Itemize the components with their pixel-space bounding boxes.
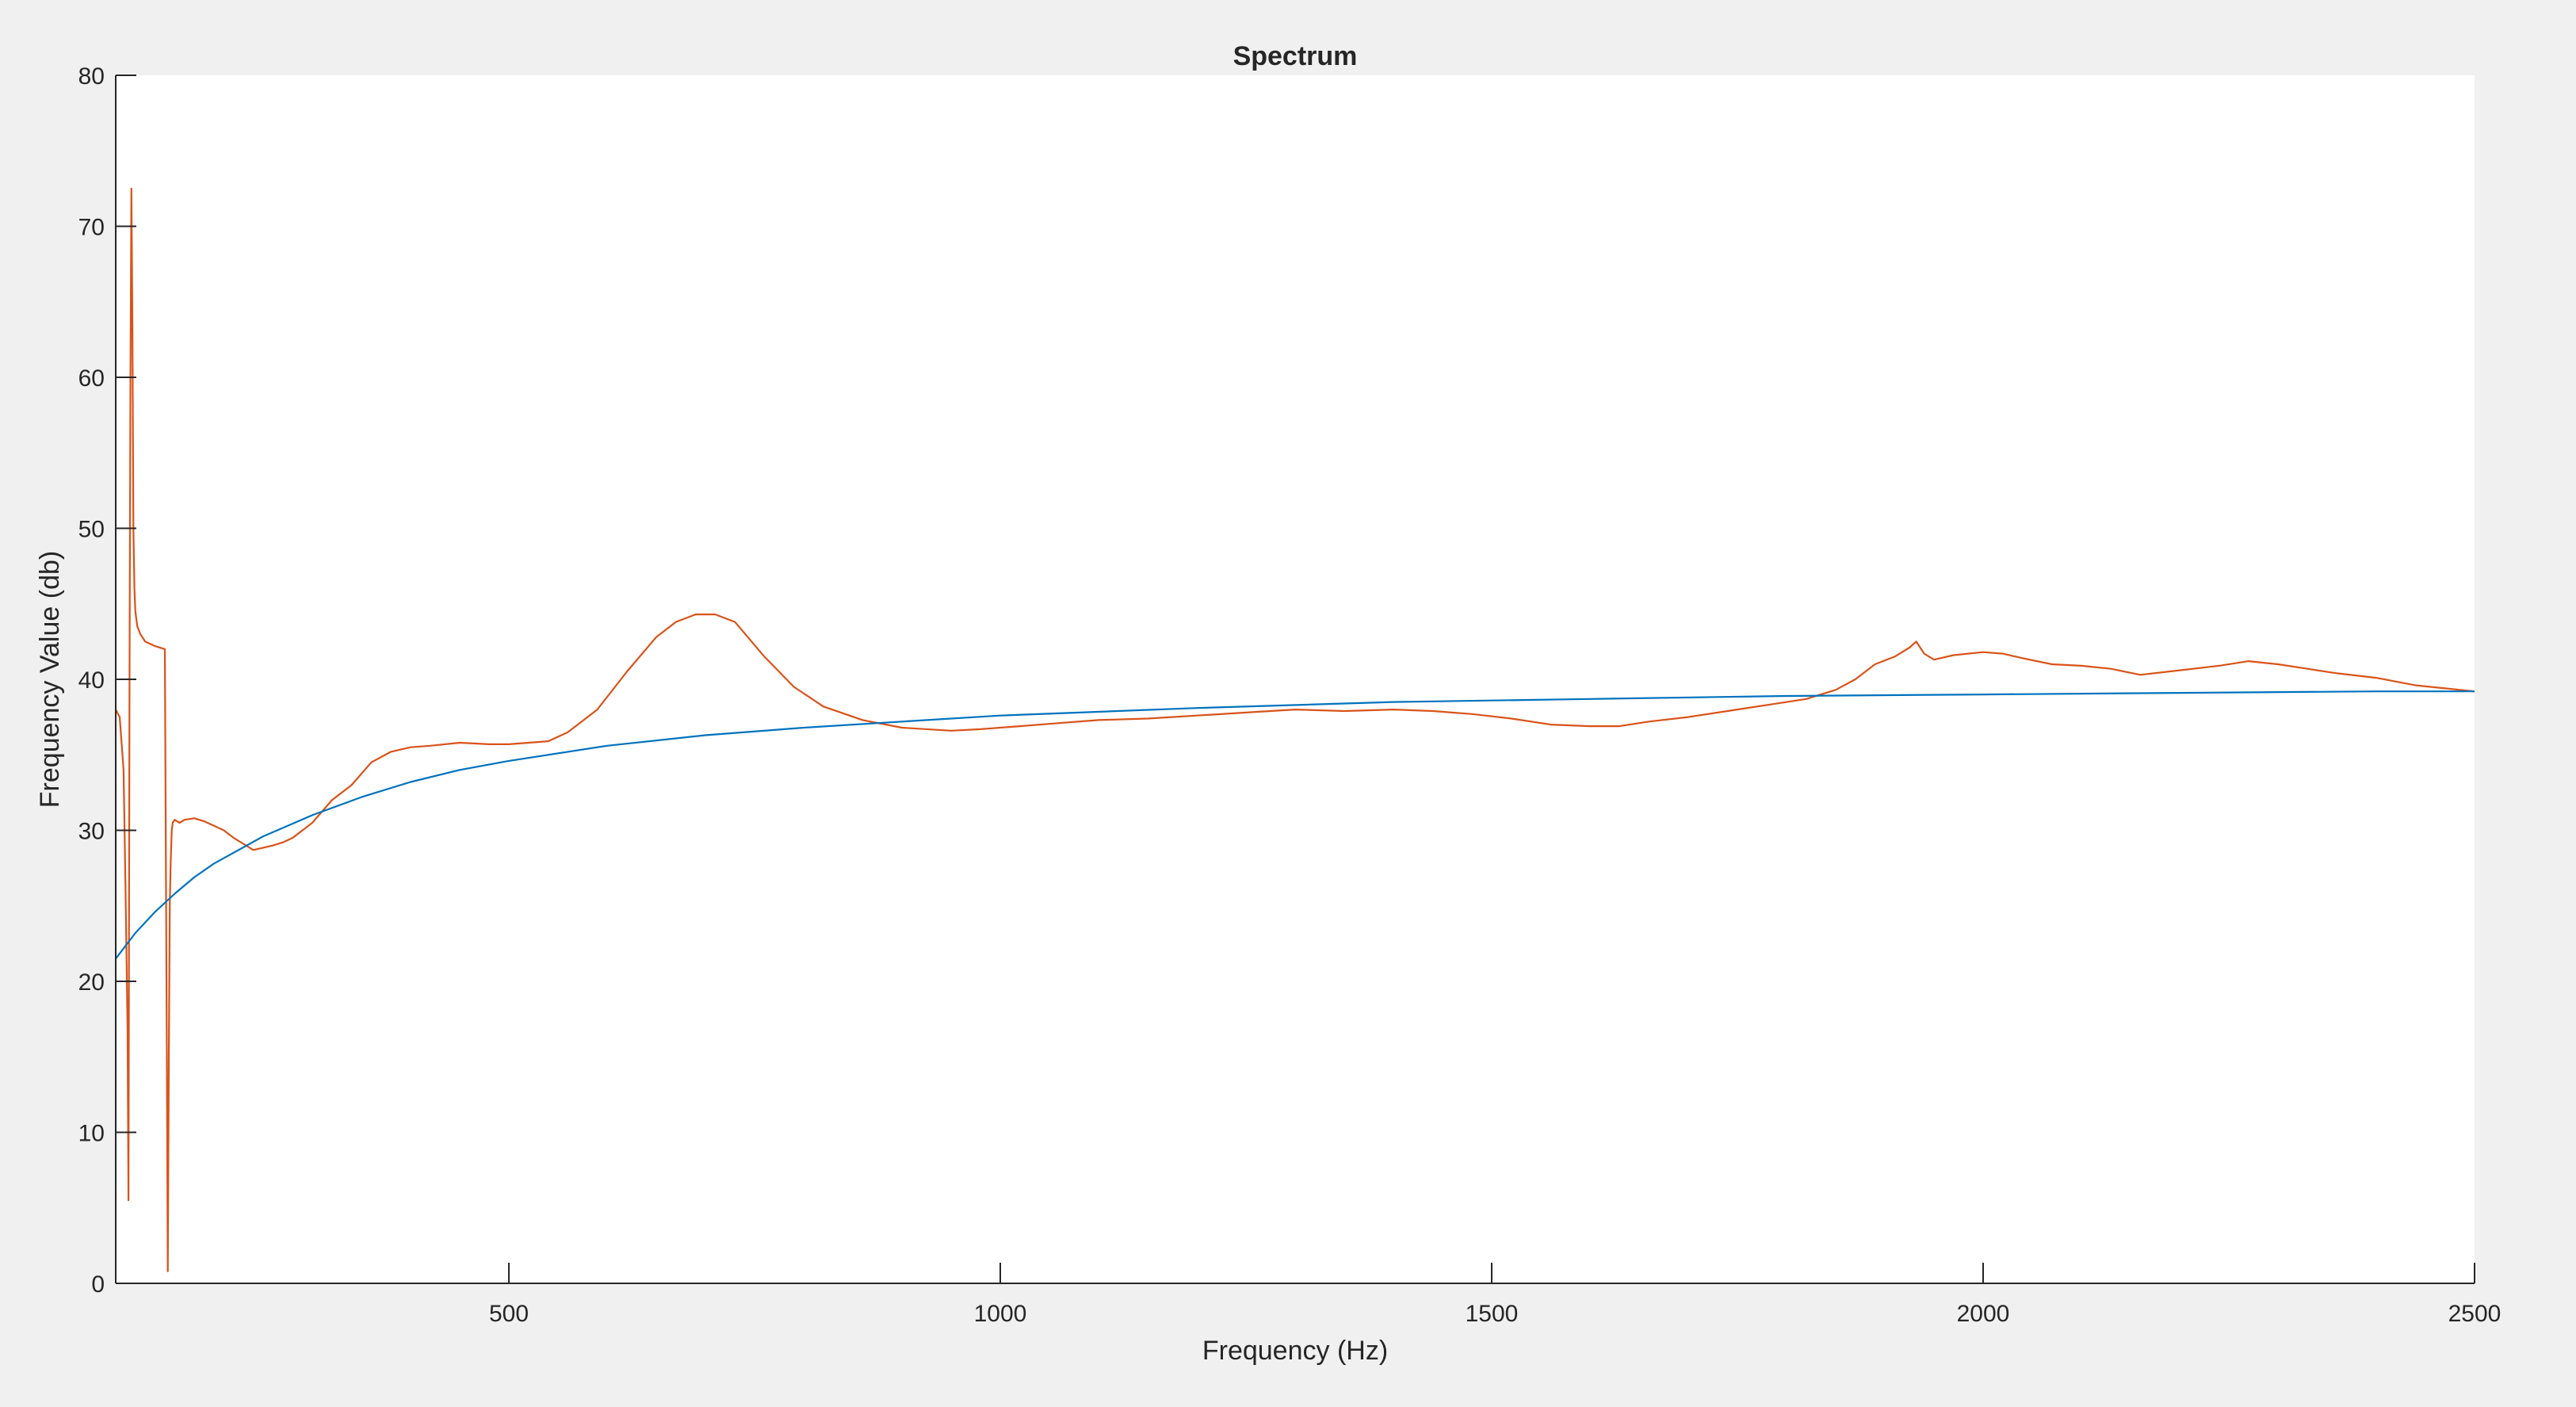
x-tick-label: 2500 bbox=[2448, 1301, 2501, 1327]
chart-title: Spectrum bbox=[1233, 41, 1358, 71]
series-layer bbox=[115, 187, 2475, 1272]
y-tick-label: 30 bbox=[78, 819, 105, 845]
x-tick-label: 2000 bbox=[1957, 1301, 2010, 1327]
y-tick-label: 70 bbox=[78, 215, 105, 241]
x-tick-label: 1000 bbox=[974, 1301, 1027, 1327]
x-axis-label: Frequency (Hz) bbox=[1202, 1336, 1388, 1366]
axis-layer: 500 1000 1500 2000 2500 0 10 20 30 40 50 60 70 80 bbox=[78, 63, 2501, 1327]
y-tick-label: 40 bbox=[78, 667, 105, 694]
y-tick-label: 60 bbox=[78, 365, 105, 392]
series-line-1 bbox=[115, 187, 2475, 1272]
series-line-2 bbox=[115, 690, 2475, 960]
y-tick-label: 20 bbox=[78, 969, 105, 996]
y-tick-label: 0 bbox=[91, 1271, 105, 1298]
axes-background bbox=[116, 75, 2475, 1283]
y-tick-label: 10 bbox=[78, 1121, 105, 1147]
y-axis-label: Frequency Value (db) bbox=[35, 551, 65, 808]
x-tick-label: 500 bbox=[489, 1301, 529, 1327]
x-tick-label: 1500 bbox=[1466, 1301, 1519, 1327]
y-tick-label: 80 bbox=[78, 63, 105, 90]
y-tick-label: 50 bbox=[78, 517, 105, 543]
